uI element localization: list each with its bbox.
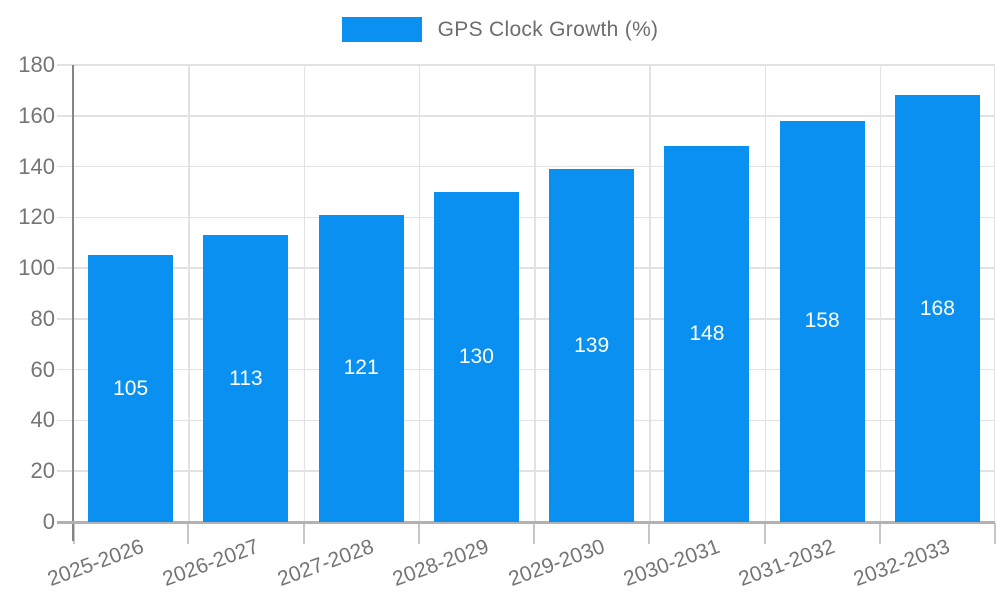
y-gridline [57, 368, 995, 371]
x-gridline [188, 65, 190, 522]
x-axis-category-label: 2027-2028 [274, 535, 377, 591]
y-axis-tick-label: 80 [30, 305, 55, 331]
x-axis-tick [417, 523, 420, 544]
y-axis-tick-label: 120 [18, 204, 55, 230]
x-gridline [649, 65, 651, 522]
x-gridline [534, 65, 536, 522]
chart-legend: GPS Clock Growth (%) [0, 17, 1000, 42]
x-axis-tick [187, 523, 190, 544]
x-axis-category-label: 2030-2031 [620, 535, 723, 591]
y-gridline [57, 64, 995, 66]
bar-value-label: 130 [458, 344, 494, 368]
x-gridline [993, 65, 995, 522]
bar [318, 214, 404, 522]
x-gridline [764, 65, 766, 522]
x-gridline [418, 65, 421, 522]
y-axis-line [72, 65, 74, 541]
bar-value-label: 139 [574, 333, 610, 357]
y-gridline [57, 115, 995, 117]
x-axis-tick [302, 523, 305, 544]
x-axis-category-label: 2032-2033 [850, 535, 954, 591]
bar [88, 255, 174, 522]
bar [549, 169, 635, 522]
bar-value-label: 113 [229, 366, 263, 390]
x-axis-tick [73, 523, 75, 544]
x-axis-tick [533, 523, 535, 544]
bar-value-label: 168 [919, 296, 955, 320]
x-axis-tick [763, 523, 766, 544]
y-gridline [57, 267, 995, 269]
y-gridline [57, 216, 995, 219]
y-axis-tick-label: 20 [30, 458, 55, 484]
x-axis-category-label: 2028-2029 [389, 535, 493, 591]
legend-label: GPS Clock Growth (%) [437, 17, 659, 41]
bar [664, 146, 750, 522]
y-axis-tick-label: 60 [30, 356, 55, 382]
plot-area: 0 20 40 60 80 100 120 140 160 180 105 2025-2026 113 2… [18, 53, 996, 591]
x-axis-category-label: 2031-2032 [735, 535, 838, 591]
x-axis-line [57, 521, 995, 524]
y-axis-tick-label: 140 [18, 153, 55, 179]
bar-value-label: 158 [804, 309, 840, 333]
bar [779, 120, 865, 522]
y-axis-tick-label: 100 [18, 255, 55, 281]
bar-value-label: 148 [689, 322, 725, 346]
y-axis-tick-label: 40 [30, 407, 55, 433]
x-axis-tick [648, 523, 651, 544]
bar [203, 235, 289, 522]
legend-swatch-icon [341, 17, 422, 42]
y-axis-tick-label: 180 [18, 52, 55, 77]
x-axis-tick [878, 523, 881, 544]
x-gridline [879, 65, 882, 522]
bar [894, 95, 980, 522]
x-axis-category-label: 2026-2027 [159, 535, 262, 591]
y-gridline [57, 165, 995, 168]
y-gridline [57, 419, 995, 422]
bar-value-label: 121 [343, 356, 379, 380]
y-gridline [57, 318, 995, 320]
y-gridline [57, 470, 995, 472]
x-axis-category-label: 2029-2030 [505, 535, 608, 591]
bar-value-label: 105 [113, 376, 149, 400]
x-gridline [303, 65, 305, 522]
x-axis-category-label: 2025-2026 [44, 535, 147, 591]
x-axis-tick [994, 523, 996, 544]
y-axis-tick-label: 160 [18, 102, 55, 128]
y-axis-tick-label: 0 [42, 509, 55, 534]
bar [433, 191, 519, 522]
